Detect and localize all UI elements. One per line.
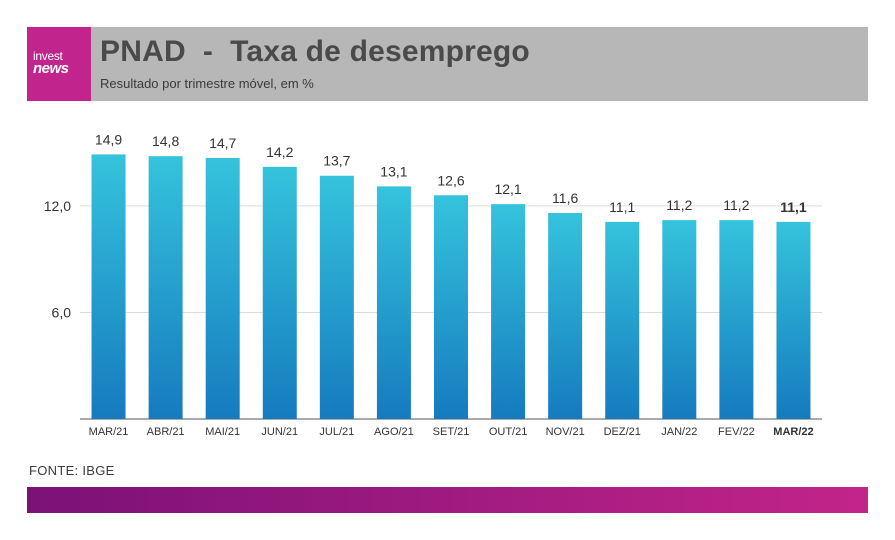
logo-text-top: invest [33,49,63,63]
x-tick-label: ABR/21 [147,426,185,438]
x-tick-label: SET/21 [433,426,470,438]
x-tick-label: AGO/21 [374,426,414,438]
x-tick-label: DEZ/21 [604,426,641,438]
source-note: FONTE: IBGE [29,463,115,478]
x-tick-label: OUT/21 [489,426,528,438]
bar [262,166,297,419]
x-tick-label: NOV/21 [546,426,585,438]
x-tick-label: MAI/21 [205,426,240,438]
bar-value-label: 14,2 [266,144,293,160]
bar-value-label: 11,1 [780,199,807,215]
y-tick-label: 12,0 [44,198,71,214]
bar-value-label: 14,7 [209,135,236,151]
bar [319,175,354,419]
bar [548,213,583,419]
bar-value-label: 11,6 [552,190,578,206]
x-tick-label: JAN/22 [661,426,697,438]
page-title: PNAD - Taxa de desemprego [100,35,530,68]
bar-value-label: 13,7 [323,153,350,169]
x-tick-label: MAR/21 [89,426,129,438]
bar-value-label: 11,2 [666,197,692,213]
header-banner: invest news PNAD - Taxa de desemprego Re… [27,27,868,101]
bar [205,157,240,420]
x-tick-label: JUL/21 [319,426,354,438]
bar-value-label: 13,1 [380,163,407,179]
bar-value-label: 14,9 [95,131,122,147]
investnews-logo: invest news [27,27,91,101]
x-tick-label: MAR/22 [773,426,813,438]
bar [776,221,811,419]
bar [662,220,697,419]
bar [376,186,411,419]
bottom-color-band [27,487,868,513]
logo-text-bottom: news [33,60,69,77]
bar-value-label: 12,1 [494,181,521,197]
bar [148,156,183,420]
bar-value-label: 14,8 [152,133,179,149]
bar [434,195,468,419]
y-tick-label: 6,0 [52,304,72,320]
bar-value-label: 12,6 [437,172,464,188]
bar [91,154,126,420]
x-tick-label: FEV/22 [718,426,755,438]
x-tick-label: JUN/21 [261,426,298,438]
bar-value-label: 11,1 [609,199,635,215]
bar-value-label: 11,2 [723,197,749,213]
bar [719,220,754,419]
bar [605,221,640,419]
page-subtitle: Resultado por trimestre móvel, em % [100,76,314,91]
bar [491,204,526,419]
